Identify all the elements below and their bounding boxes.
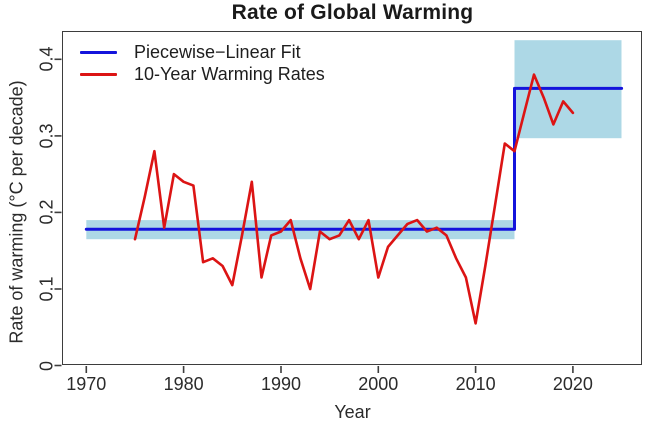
legend: Piecewise−Linear Fit 10-Year Warming Rat… [80,41,325,85]
legend-label-rates: 10-Year Warming Rates [134,63,325,84]
y-tick-label-0: 0 [36,360,57,371]
x-tick-label-2000: 2000 [358,374,399,394]
y-tick-label-0.2: 0.2 [36,199,57,225]
plot-area-border [62,31,642,365]
x-axis-label: Year [334,402,371,422]
legend-item-warming-rates: 10-Year Warming Rates [80,63,325,85]
legend-label-fit: Piecewise−Linear Fit [134,41,301,62]
x-tick-label-2010: 2010 [455,374,496,394]
y-tick-label-0.1: 0.1 [36,276,57,302]
legend-item-piecewise-fit: Piecewise−Linear Fit [80,41,325,63]
x-tick-label-1970: 1970 [66,374,107,394]
y-tick-label-0.4: 0.4 [36,46,57,72]
x-tick-label-1990: 1990 [260,374,302,394]
legend-line-sample-fit [80,50,117,54]
y-axis-label: Rate of warming (°C per decade) [6,80,27,344]
y-tick-label-0.3: 0.3 [36,123,57,149]
x-tick-label-1980: 1980 [163,374,204,394]
x-tick-label-2020: 2020 [552,374,593,394]
chart-title: Rate of Global Warming [231,1,474,24]
legend-line-sample-rates [80,72,117,76]
